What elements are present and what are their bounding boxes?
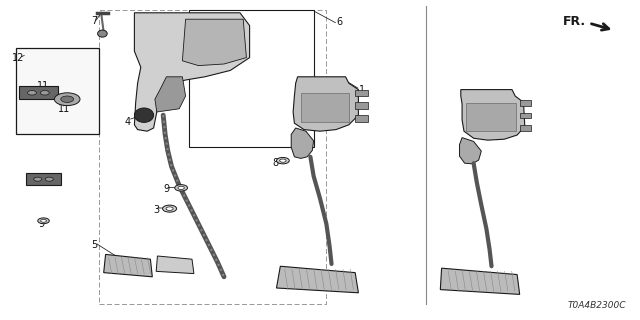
Circle shape xyxy=(38,218,49,224)
Text: 1: 1 xyxy=(358,84,365,95)
Text: 6: 6 xyxy=(336,17,342,28)
Polygon shape xyxy=(460,138,481,164)
Bar xyxy=(520,125,531,131)
Polygon shape xyxy=(104,254,152,277)
Polygon shape xyxy=(182,19,246,66)
Circle shape xyxy=(40,91,49,95)
Bar xyxy=(301,93,349,122)
Circle shape xyxy=(45,177,53,181)
Circle shape xyxy=(163,205,177,212)
Text: 3: 3 xyxy=(154,204,160,215)
Bar xyxy=(16,48,99,134)
Bar xyxy=(520,100,531,106)
Polygon shape xyxy=(293,77,358,131)
Polygon shape xyxy=(155,77,186,112)
Text: 4: 4 xyxy=(125,116,131,127)
Text: 11: 11 xyxy=(58,104,70,114)
Text: 12: 12 xyxy=(12,52,24,63)
Circle shape xyxy=(41,220,47,222)
Polygon shape xyxy=(461,90,525,140)
Circle shape xyxy=(280,159,286,162)
Bar xyxy=(466,103,516,131)
Text: 8: 8 xyxy=(272,158,278,168)
Polygon shape xyxy=(134,13,250,131)
Text: 9: 9 xyxy=(38,219,45,229)
Polygon shape xyxy=(291,128,314,158)
Bar xyxy=(355,90,368,96)
Text: 2: 2 xyxy=(32,177,38,188)
Polygon shape xyxy=(156,256,194,274)
Bar xyxy=(520,113,531,118)
Text: 11: 11 xyxy=(37,81,50,92)
Polygon shape xyxy=(440,268,520,294)
Bar xyxy=(26,173,61,185)
Circle shape xyxy=(61,96,74,102)
Bar xyxy=(355,102,368,109)
Circle shape xyxy=(166,207,173,211)
Text: 5: 5 xyxy=(92,240,98,250)
Bar xyxy=(99,10,326,304)
Text: T0A4B2300C: T0A4B2300C xyxy=(568,301,626,310)
Circle shape xyxy=(175,185,188,191)
Ellipse shape xyxy=(134,108,154,122)
Ellipse shape xyxy=(98,30,108,37)
Circle shape xyxy=(34,177,42,181)
Text: 7: 7 xyxy=(92,16,98,26)
Text: FR.: FR. xyxy=(563,15,586,28)
Polygon shape xyxy=(276,266,358,293)
Bar xyxy=(355,115,368,122)
Circle shape xyxy=(54,93,80,106)
Circle shape xyxy=(178,186,184,189)
Bar xyxy=(189,10,314,147)
Bar xyxy=(19,86,58,99)
Text: 9: 9 xyxy=(163,184,170,194)
Circle shape xyxy=(276,157,289,164)
Circle shape xyxy=(28,91,36,95)
Text: 10: 10 xyxy=(480,91,493,101)
